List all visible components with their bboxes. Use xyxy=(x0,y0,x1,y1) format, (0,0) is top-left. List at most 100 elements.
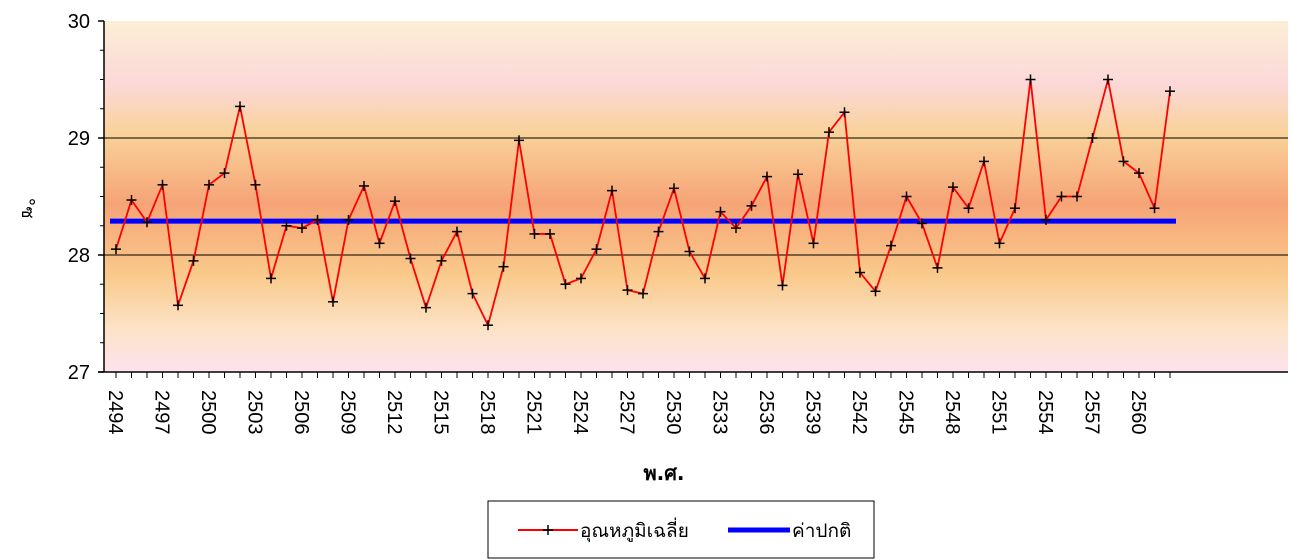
data-point-2550 xyxy=(979,156,989,167)
x-tick-label-2494: 2494 xyxy=(104,390,126,435)
data-point-2529 xyxy=(653,226,664,237)
data-point-2548 xyxy=(948,182,958,193)
data-point-2541 xyxy=(839,107,850,118)
data-point-2509 xyxy=(343,214,354,225)
data-point-2515 xyxy=(436,255,447,266)
data-point-2556 xyxy=(1072,191,1082,202)
legend-label-normal: ค่าปกติ xyxy=(792,520,851,542)
data-point-2523 xyxy=(560,279,571,290)
data-point-2514 xyxy=(421,302,431,313)
data-point-2528 xyxy=(638,288,648,299)
x-tick-label-2506: 2506 xyxy=(290,390,312,435)
data-point-2517 xyxy=(467,288,478,299)
data-point-2535 xyxy=(746,200,757,211)
x-tick-label-2548: 2548 xyxy=(941,390,963,435)
data-point-2547 xyxy=(932,262,943,273)
data-point-2524 xyxy=(576,273,586,284)
data-point-2539 xyxy=(808,238,819,249)
x-tick-label-2539: 2539 xyxy=(802,390,824,435)
x-tick-label-2497: 2497 xyxy=(151,390,173,435)
y-axis-title: °ซ xyxy=(17,197,38,218)
x-tick-label-2515: 2515 xyxy=(430,390,452,435)
legend-label-temperature: อุณหภูมิเฉลี่ย xyxy=(580,517,689,543)
x-tick-label-2545: 2545 xyxy=(895,390,917,435)
data-point-2543 xyxy=(870,286,881,297)
data-point-2558 xyxy=(1103,74,1113,85)
data-point-2527 xyxy=(622,285,633,296)
x-tick-label-2527: 2527 xyxy=(616,390,638,435)
data-point-2552 xyxy=(1010,203,1020,214)
x-axis-title: พ.ศ. xyxy=(643,461,684,485)
data-point-2501 xyxy=(219,168,230,179)
x-tick-label-2500: 2500 xyxy=(197,390,219,435)
data-point-2510 xyxy=(359,180,369,191)
data-point-2495 xyxy=(126,195,137,206)
data-point-2544 xyxy=(886,240,896,251)
data-point-2559 xyxy=(1118,156,1129,167)
x-tick-label-2521: 2521 xyxy=(523,390,545,435)
data-point-2538 xyxy=(793,169,803,180)
data-point-2507 xyxy=(312,214,323,225)
data-point-2506 xyxy=(297,223,307,234)
data-point-2518 xyxy=(483,320,493,331)
data-point-2554 xyxy=(1041,214,1051,225)
x-tick-label-2509: 2509 xyxy=(337,390,359,435)
data-point-2503 xyxy=(250,179,261,190)
data-point-2508 xyxy=(328,296,338,307)
data-point-2560 xyxy=(1134,168,1144,179)
data-point-2532 xyxy=(700,273,710,284)
data-point-2504 xyxy=(266,273,276,284)
x-tick-label-2542: 2542 xyxy=(848,390,870,435)
x-tick-label-2512: 2512 xyxy=(383,390,405,435)
x-tick-label-2560: 2560 xyxy=(1127,390,1149,435)
x-tick-label-2524: 2524 xyxy=(569,390,591,435)
y-tick-label-29: 29 xyxy=(68,128,90,150)
x-tick-label-2530: 2530 xyxy=(662,390,684,435)
y-tick-label-30: 30 xyxy=(68,11,90,33)
x-tick-label-2533: 2533 xyxy=(709,390,731,435)
data-point-2502 xyxy=(235,101,245,112)
data-point-2557 xyxy=(1087,133,1098,143)
x-tick-label-2503: 2503 xyxy=(244,390,266,435)
x-tick-label-2518: 2518 xyxy=(476,390,498,435)
data-point-2512 xyxy=(390,196,400,207)
data-point-2516 xyxy=(452,226,462,237)
data-point-2542 xyxy=(855,267,865,278)
data-point-2497 xyxy=(157,179,168,190)
data-point-2531 xyxy=(684,246,695,257)
data-point-2520 xyxy=(514,135,524,146)
plot-background xyxy=(104,21,1288,372)
x-tick-label-2536: 2536 xyxy=(755,390,777,435)
data-point-2498 xyxy=(173,300,183,311)
data-point-2521 xyxy=(529,228,540,239)
y-tick-label-28: 28 xyxy=(68,245,90,267)
data-point-2499 xyxy=(188,255,199,266)
data-point-2494 xyxy=(111,244,121,255)
x-tick-label-2557: 2557 xyxy=(1081,390,1103,435)
data-point-2537 xyxy=(777,280,788,291)
data-point-2551 xyxy=(994,238,1005,249)
data-point-2540 xyxy=(824,127,834,138)
data-point-2536 xyxy=(762,171,772,182)
data-point-2549 xyxy=(963,203,974,214)
data-point-2553 xyxy=(1025,74,1036,85)
data-point-2522 xyxy=(545,228,555,239)
data-point-2500 xyxy=(204,179,214,190)
data-point-2526 xyxy=(607,185,617,196)
data-point-2530 xyxy=(669,183,679,194)
x-tick-label-2551: 2551 xyxy=(988,390,1010,435)
data-point-2513 xyxy=(405,253,416,264)
x-tick-label-2554: 2554 xyxy=(1034,390,1056,435)
data-point-2545 xyxy=(901,191,912,202)
data-point-2525 xyxy=(591,244,602,255)
data-point-2511 xyxy=(374,238,385,249)
data-point-2534 xyxy=(731,223,741,234)
data-point-2519 xyxy=(498,261,509,272)
data-point-2505 xyxy=(281,220,292,231)
y-tick-label-27: 27 xyxy=(68,362,90,384)
data-point-2561 xyxy=(1149,203,1160,214)
data-point-2533 xyxy=(715,206,726,217)
data-point-2555 xyxy=(1056,191,1067,202)
